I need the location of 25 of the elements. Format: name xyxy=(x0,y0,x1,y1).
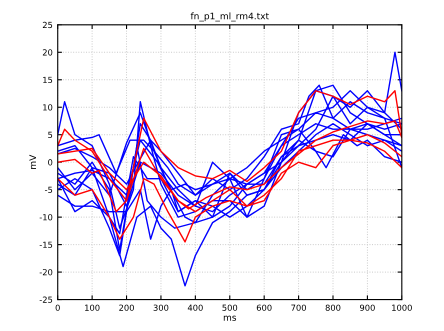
x-tick-label: 600 xyxy=(256,304,272,311)
x-tick-label: 700 xyxy=(291,304,306,311)
y-tick-label: -25 xyxy=(40,296,52,303)
chart-title: fn_p1_ml_rm4.txt xyxy=(190,12,269,22)
x-tick-label: 400 xyxy=(188,304,203,311)
y-tick-label: 15 xyxy=(43,76,52,84)
x-tick-label: 800 xyxy=(326,304,340,311)
y-tick-label: 20 xyxy=(42,49,52,56)
x-tick-label: 300 xyxy=(154,304,168,311)
y-tick-label: 25 xyxy=(42,22,52,28)
x-tick-label: 500 xyxy=(222,304,238,311)
x-tick-label: 100 xyxy=(85,304,100,311)
x-tick-label: 1000 xyxy=(392,304,412,311)
y-tick-label: 0 xyxy=(48,159,52,166)
x-axis-title: ms xyxy=(224,316,236,321)
y-tick-label: -20 xyxy=(40,269,52,276)
x-tick-label: 0 xyxy=(56,304,60,311)
y-tick-label: -15 xyxy=(40,242,52,248)
y-tick-label: -5 xyxy=(44,186,52,193)
y-tick-label: 10 xyxy=(43,104,52,111)
x-tick-label: 200 xyxy=(119,304,134,311)
y-tick-label: -10 xyxy=(40,214,52,220)
x-tick-label: 900 xyxy=(360,304,375,311)
y-axis-title: mV xyxy=(29,154,36,169)
y-tick-label: 5 xyxy=(48,132,52,138)
